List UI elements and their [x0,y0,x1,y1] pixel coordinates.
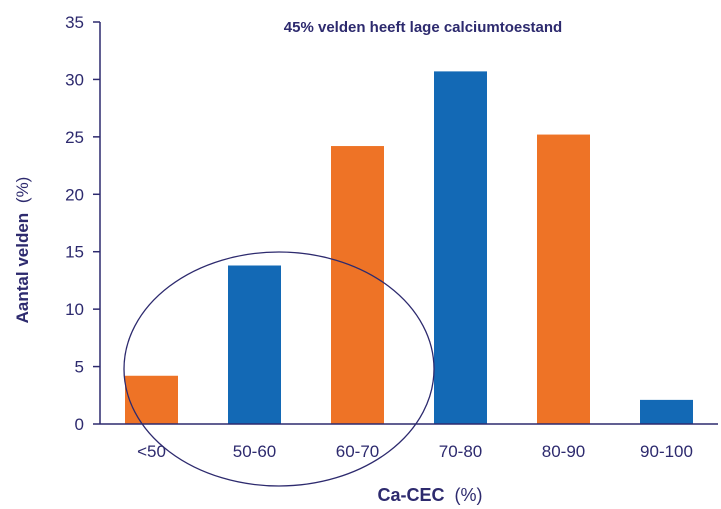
y-tick-label-35: 35 [65,13,84,32]
y-axis-label: Aantal velden (%) [13,177,32,324]
bar-4 [434,71,487,424]
bars [125,71,693,424]
y-axis-label-text: Aantal velden [13,213,32,324]
x-axis-ticks: <50 50-60 60-70 70-80 80-90 90-100 [137,442,693,461]
highlight-ellipse [123,251,435,487]
x-axis-label-unit: (%) [455,485,483,505]
y-tick-label-10: 10 [65,300,84,319]
bar-6 [640,399,693,424]
x-tick-label-6: 90-100 [640,442,693,461]
y-tick-label-20: 20 [65,185,84,204]
x-axis-label-text: Ca-CEC [377,485,444,505]
y-tick-label-0: 0 [75,415,84,434]
x-axis-label: Ca-CEC (%) [377,485,482,505]
y-tick-label-30: 30 [65,70,84,89]
x-tick-label-4: 70-80 [439,442,482,461]
y-axis-label-unit: (%) [13,177,32,203]
bar-2 [228,265,281,424]
y-tick-label-15: 15 [65,243,84,262]
bar-5 [537,134,590,424]
x-tick-label-5: 80-90 [542,442,585,461]
bar-1 [125,375,178,424]
bar-3 [331,146,384,424]
x-tick-label-2: 50-60 [233,442,276,461]
svg-text:Aantal velden (%): Aantal velden (%) [13,177,32,324]
y-tick-label-25: 25 [65,128,84,147]
y-tick-label-5: 5 [75,358,84,377]
y-axis-ticks: 0 5 10 15 20 25 30 35 [65,13,100,434]
x-tick-label-1: <50 [137,442,166,461]
chart-title: 45% velden heeft lage calciumtoestand [284,19,562,36]
x-tick-label-3: 60-70 [336,442,379,461]
